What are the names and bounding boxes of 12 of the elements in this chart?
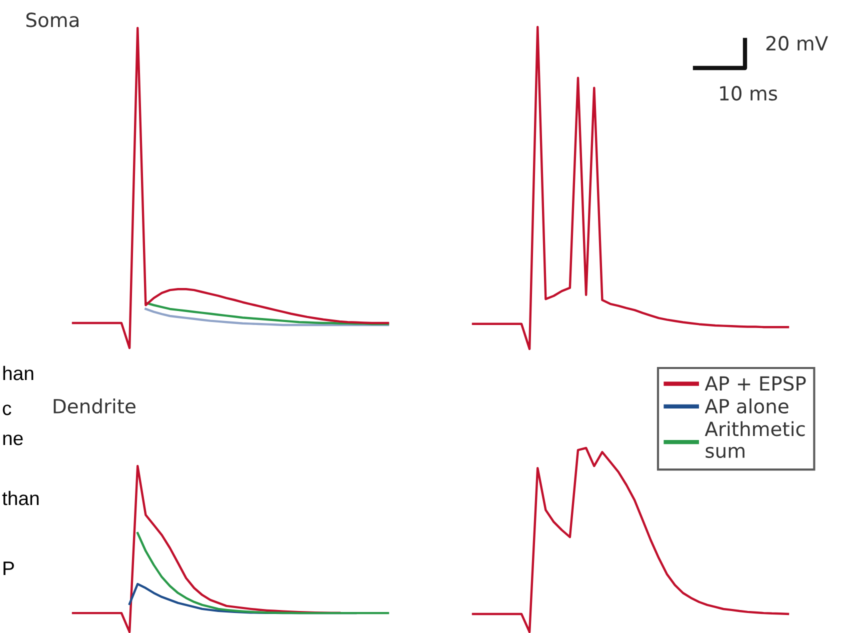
annotation: 20 mV	[766, 36, 828, 51]
text: than	[2, 490, 39, 506]
annotation: 10 ms	[720, 86, 778, 101]
legend-label: AP + EPSP	[704, 376, 806, 391]
text: P	[4, 562, 14, 576]
text: han	[3, 366, 34, 380]
text: ne	[3, 434, 23, 446]
chart-title: Dendrite	[54, 398, 136, 414]
legend-label: Arithmetic sum	[704, 421, 805, 458]
text: c	[2, 404, 12, 416]
chart-title: Soma	[26, 12, 78, 28]
legend-label: AP alone	[704, 398, 788, 414]
